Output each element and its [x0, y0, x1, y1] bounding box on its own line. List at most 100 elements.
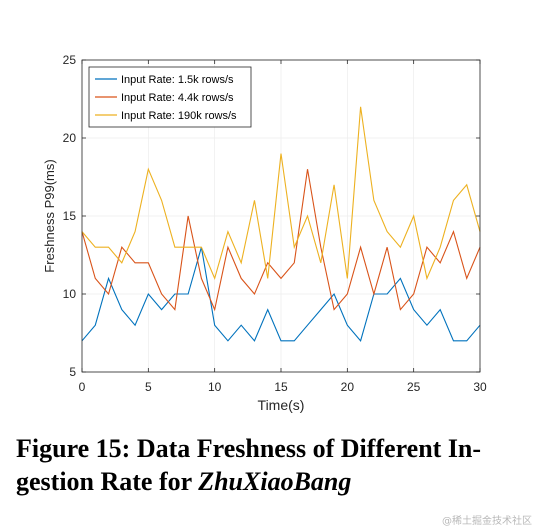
legend-label-2: Input Rate: 4.4k rows/s [121, 92, 234, 104]
data-point-series-1 [280, 340, 281, 341]
series-line-2 [81, 169, 481, 312]
x-tick-label: 30 [473, 380, 487, 394]
data-point-series-1 [426, 325, 427, 326]
data-point-series-1 [161, 309, 162, 310]
data-point-series-2 [426, 247, 427, 248]
data-point-series-2 [95, 278, 96, 279]
data-point-series-3 [360, 106, 361, 107]
data-point-series-2 [188, 215, 189, 216]
data-point-series-1 [400, 278, 401, 279]
data-point-series-3 [214, 278, 215, 279]
data-point-series-3 [466, 184, 467, 185]
data-point-series-2 [333, 309, 334, 310]
legend: Input Rate: 1.5k rows/s Input Rate: 4.4k … [88, 66, 252, 128]
data-point-series-2 [453, 231, 454, 232]
data-point-series-3 [294, 247, 295, 248]
data-point-series-1 [174, 293, 175, 294]
data-point-series-2 [174, 309, 175, 310]
caption-system-name: ZhuXiaoBang [198, 467, 352, 496]
x-tick-label: 10 [208, 380, 222, 394]
data-point-series-1 [134, 325, 135, 326]
y-tick-label: 10 [63, 287, 77, 301]
figure-caption: Figure 15: Data Freshness of Different I… [16, 432, 526, 498]
data-point-series-2 [294, 262, 295, 263]
y-tick-label: 15 [63, 209, 77, 223]
data-point-series-2 [360, 247, 361, 248]
data-point-series-2 [280, 278, 281, 279]
data-point-series-2 [387, 247, 388, 248]
data-point-series-3 [188, 247, 189, 248]
data-point-series-1 [254, 340, 255, 341]
x-tick-label: 15 [274, 380, 288, 394]
data-point-series-2 [108, 293, 109, 294]
legend-label-3: Input Rate: 190k rows/s [121, 110, 237, 122]
data-point-series-1 [227, 340, 228, 341]
data-point-series-3 [347, 278, 348, 279]
data-point-series-1 [320, 309, 321, 310]
data-point-series-3 [161, 200, 162, 201]
data-point-series-3 [267, 278, 268, 279]
watermark: @稀土掘金技术社区 [442, 516, 532, 527]
data-point-series-1 [108, 278, 109, 279]
y-axis-label: Freshness P99(ms) [42, 159, 57, 272]
data-point-series-3 [201, 247, 202, 248]
data-point-series-2 [400, 309, 401, 310]
data-point-series-3 [307, 215, 308, 216]
data-point-series-2 [148, 262, 149, 263]
data-point-series-3 [320, 262, 321, 263]
series-lines [81, 106, 481, 342]
data-point-series-2 [307, 169, 308, 170]
legend-label-1: Input Rate: 1.5k rows/s [121, 74, 234, 86]
data-point-series-3 [134, 231, 135, 232]
data-point-series-2 [227, 247, 228, 248]
data-point-series-1 [413, 309, 414, 310]
data-point-series-3 [108, 247, 109, 248]
data-point-series-3 [440, 247, 441, 248]
data-point-series-1 [241, 325, 242, 326]
data-point-series-2 [201, 278, 202, 279]
data-point-series-2 [134, 262, 135, 263]
data-point-series-1 [387, 293, 388, 294]
data-point-series-3 [280, 153, 281, 154]
series-line-1 [81, 247, 481, 342]
data-point-series-2 [466, 278, 467, 279]
data-point-series-1 [148, 293, 149, 294]
data-point-series-2 [440, 262, 441, 263]
data-point-series-2 [121, 247, 122, 248]
data-point-series-3 [241, 262, 242, 263]
series-line-3 [81, 106, 481, 281]
x-axis: 0 5 10 15 20 25 30 [79, 60, 487, 394]
data-point-series-1 [294, 340, 295, 341]
data-point-series-3 [227, 231, 228, 232]
data-point-series-3 [426, 278, 427, 279]
data-point-series-2 [161, 293, 162, 294]
data-point-series-3 [333, 184, 334, 185]
data-point-series-1 [121, 309, 122, 310]
data-point-series-1 [214, 325, 215, 326]
x-tick-label: 20 [341, 380, 355, 394]
data-point-series-3 [453, 200, 454, 201]
data-point-series-2 [254, 293, 255, 294]
data-point-series-2 [241, 278, 242, 279]
data-point-series-2 [373, 293, 374, 294]
data-point-series-2 [413, 293, 414, 294]
data-point-series-1 [333, 293, 334, 294]
data-point-series-2 [320, 247, 321, 248]
data-point-series-3 [400, 247, 401, 248]
data-point-series-2 [347, 293, 348, 294]
data-point-series-1 [360, 340, 361, 341]
y-tick-label: 5 [69, 365, 76, 379]
data-point-series-1 [453, 340, 454, 341]
data-point-series-1 [466, 340, 467, 341]
data-point-series-1 [95, 325, 96, 326]
data-point-series-3 [387, 231, 388, 232]
y-tick-label: 20 [63, 131, 77, 145]
data-point-series-3 [254, 200, 255, 201]
data-point-series-2 [214, 309, 215, 310]
x-tick-label: 5 [145, 380, 152, 394]
data-point-series-3 [148, 169, 149, 170]
data-point-series-3 [413, 215, 414, 216]
x-tick-label: 0 [79, 380, 86, 394]
caption-text: Figure 15: Data Freshness of Different I… [16, 434, 482, 496]
